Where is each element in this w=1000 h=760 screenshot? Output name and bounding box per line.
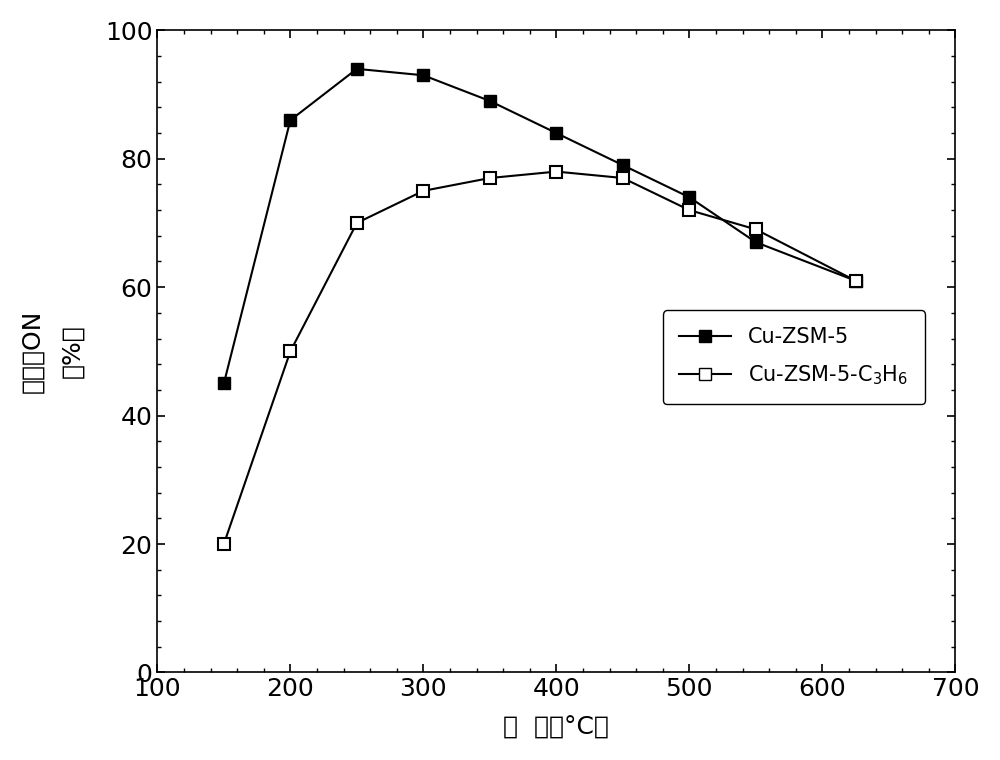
Y-axis label: 转化率ON
（%）: 转化率ON （%） <box>21 309 84 393</box>
X-axis label: 温  度（°C）: 温 度（°C） <box>503 715 609 739</box>
Legend: Cu-ZSM-5, Cu-ZSM-5-C$_3$H$_6$: Cu-ZSM-5, Cu-ZSM-5-C$_3$H$_6$ <box>663 310 925 404</box>
